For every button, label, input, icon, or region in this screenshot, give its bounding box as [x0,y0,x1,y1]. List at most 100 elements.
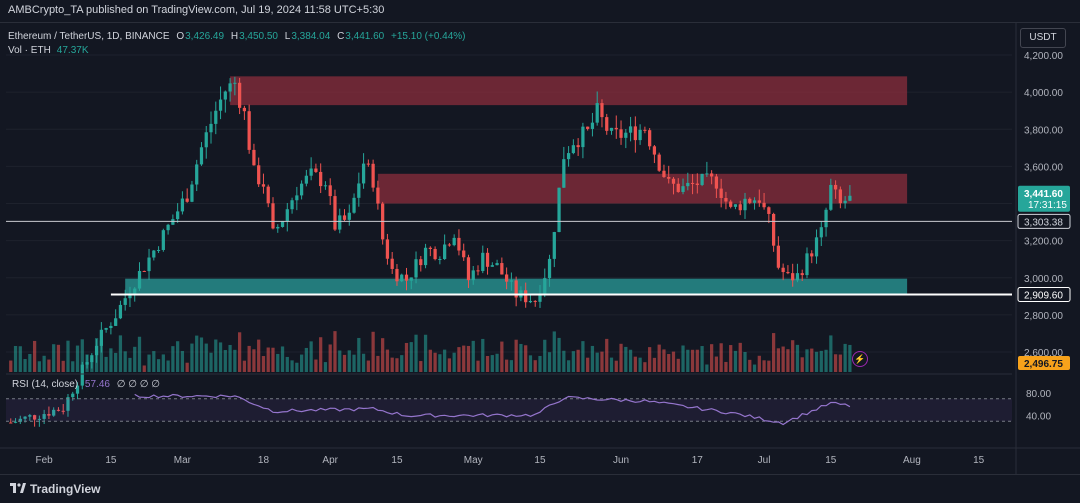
candle-body [47,414,51,416]
candle-body [810,253,814,257]
volume-bar [552,331,556,372]
volume-bar [652,357,657,372]
candle-body [218,99,223,111]
candle-body [771,213,776,246]
candle-body [247,111,251,150]
candle-body [371,163,375,188]
volume-bar [9,360,13,372]
rsi-empty-values: ∅ ∅ ∅ ∅ [116,379,160,390]
candle-body [80,364,84,386]
candle-body [662,170,666,177]
volume-bar [190,343,194,372]
volume-bar [290,360,294,372]
candle-body [152,250,156,258]
candle-body [495,263,499,266]
candle-body [562,159,566,188]
volume-bar [304,347,308,372]
time-tick-label: 15 [534,455,546,466]
rsi-legend: RSI (14, close) 57.46 ∅ ∅ ∅ ∅ [12,379,160,390]
candle-body [290,200,294,210]
volume-bar [180,350,185,372]
candle-body [404,274,409,281]
volume-bar [624,346,628,372]
time-tick-label: Jun [613,455,629,466]
volume-bar [152,351,156,372]
volume-bar [762,360,766,372]
volume-bar [719,343,723,372]
candle-body [28,415,32,417]
candle-body [710,173,714,177]
candle-body [285,209,289,222]
candle-body [252,149,256,166]
volume-bar [352,354,356,372]
volume-bar [600,351,604,372]
volume-bar [371,331,375,372]
resistance-zone [230,76,908,106]
volume-bar [176,341,180,372]
volume-bar [457,347,461,372]
time-tick-label: May [464,455,483,466]
candle-body [838,189,842,204]
candle-body [223,91,227,100]
volume-bar [490,355,494,372]
candle-body [209,123,213,133]
time-tick-label: Mar [174,455,192,466]
volume-bar [104,356,108,372]
candle-body [605,117,609,131]
candle-body [566,153,571,160]
volume-bar [786,349,790,372]
candle-body [75,385,80,394]
price-tick-label: 4,000.00 [1024,88,1063,99]
volume-bar [47,359,51,372]
candle-body [452,237,456,246]
time-tick-label: 18 [258,455,270,466]
volume-bar [128,357,132,372]
volume-bar [381,338,385,372]
candle-body [671,178,676,184]
volume-bar [810,348,814,372]
volume-bar [118,335,123,372]
candle-body [700,173,704,185]
flash-icon[interactable]: ⚡ [852,351,868,367]
symbol-legend: Ethereum / TetherUS, 1D, BINANCE O3,426.… [8,30,466,58]
candle-body [385,239,390,259]
volume-bar [667,354,671,372]
volume-bar [504,359,509,372]
volume-bar [204,343,208,372]
volume-bar [56,344,61,372]
currency-button[interactable]: USDT [1020,28,1066,48]
candle-body [676,183,680,192]
symbol-name: Ethereum / TetherUS, 1D, BINANCE [8,31,170,42]
candle-body [490,265,494,267]
volume-bar [237,332,242,372]
volume-bar [633,356,637,372]
publisher-bar: AMBCrypto_TA published on TradingView.co… [0,0,1080,23]
volume-bar [123,351,127,372]
volume-bar [13,345,18,372]
volume-bar [848,344,852,372]
candle-body [462,250,466,258]
volume-bar [433,352,437,372]
candle-body [185,198,189,202]
volume-bar [471,340,475,372]
brand-name: TradingView [30,482,101,496]
volume-bar [643,362,647,372]
volume-bar [843,343,847,372]
candle-body [237,82,242,108]
tradingview-logo-icon [10,483,26,493]
price-tick-label: 3,600.00 [1024,162,1063,173]
candle-body [314,168,318,172]
volume-bar [695,349,699,372]
candle-body [628,126,633,133]
candle-body [619,129,623,138]
candle-body [652,146,657,155]
volume-bar [690,349,695,372]
candle-body [743,198,747,211]
volume-bar [338,350,342,372]
volume-bar [729,345,733,372]
candle-body [504,274,509,282]
volume-bar [428,349,432,372]
candle-body [438,258,442,260]
volume-bar [595,352,599,372]
price-chart[interactable]: 4,200.00 4,000.00 3,800.00 3,600.00 3,200.00… [0,22,1080,474]
